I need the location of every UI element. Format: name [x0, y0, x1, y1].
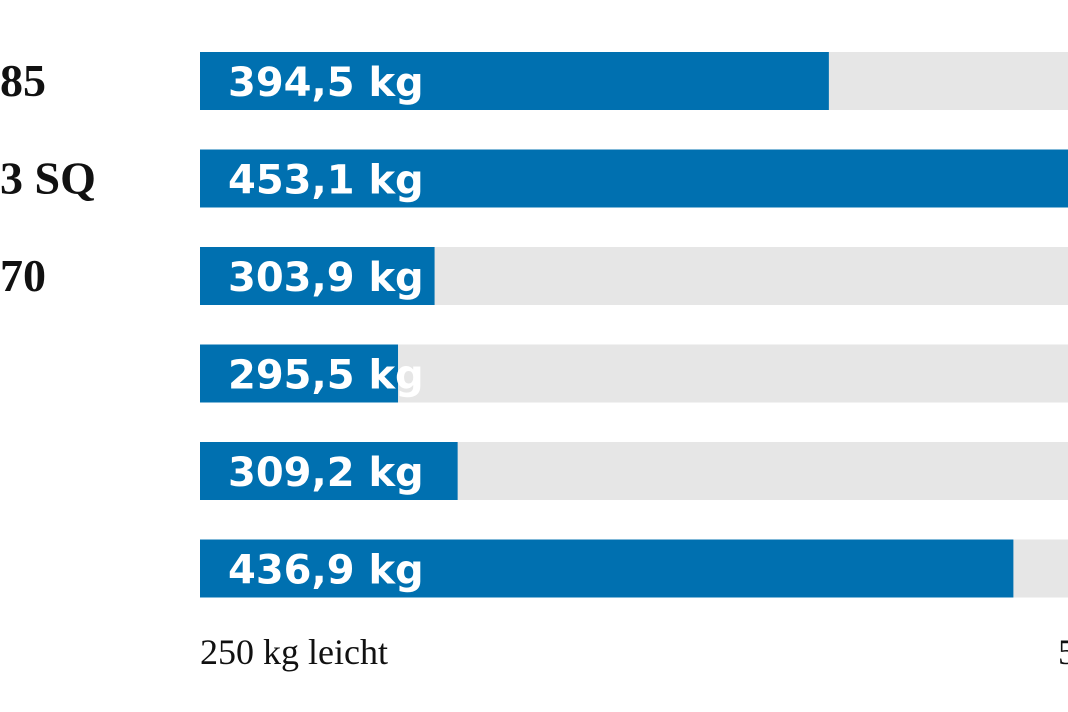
- category-label: 70: [0, 250, 46, 301]
- bar: [200, 247, 435, 305]
- value-label: 453,1 kg: [228, 158, 424, 204]
- value-label: 394,5 kg: [228, 60, 424, 106]
- bar: [200, 149, 1068, 208]
- bar: [200, 52, 829, 110]
- bar: [200, 344, 399, 403]
- value-label: 309,2 kg: [228, 450, 424, 496]
- bar: [200, 442, 458, 500]
- value-label: 436,9 kg: [228, 548, 424, 594]
- bar: [200, 539, 1014, 598]
- value-label: 295,5 kg: [228, 353, 424, 399]
- x-tick-label: 5: [1058, 632, 1068, 672]
- category-label: 85: [0, 55, 46, 106]
- x-tick-label: 250 kg leicht: [200, 632, 388, 672]
- category-label: 3 SQ: [0, 153, 96, 204]
- value-label: 303,9 kg: [228, 255, 424, 301]
